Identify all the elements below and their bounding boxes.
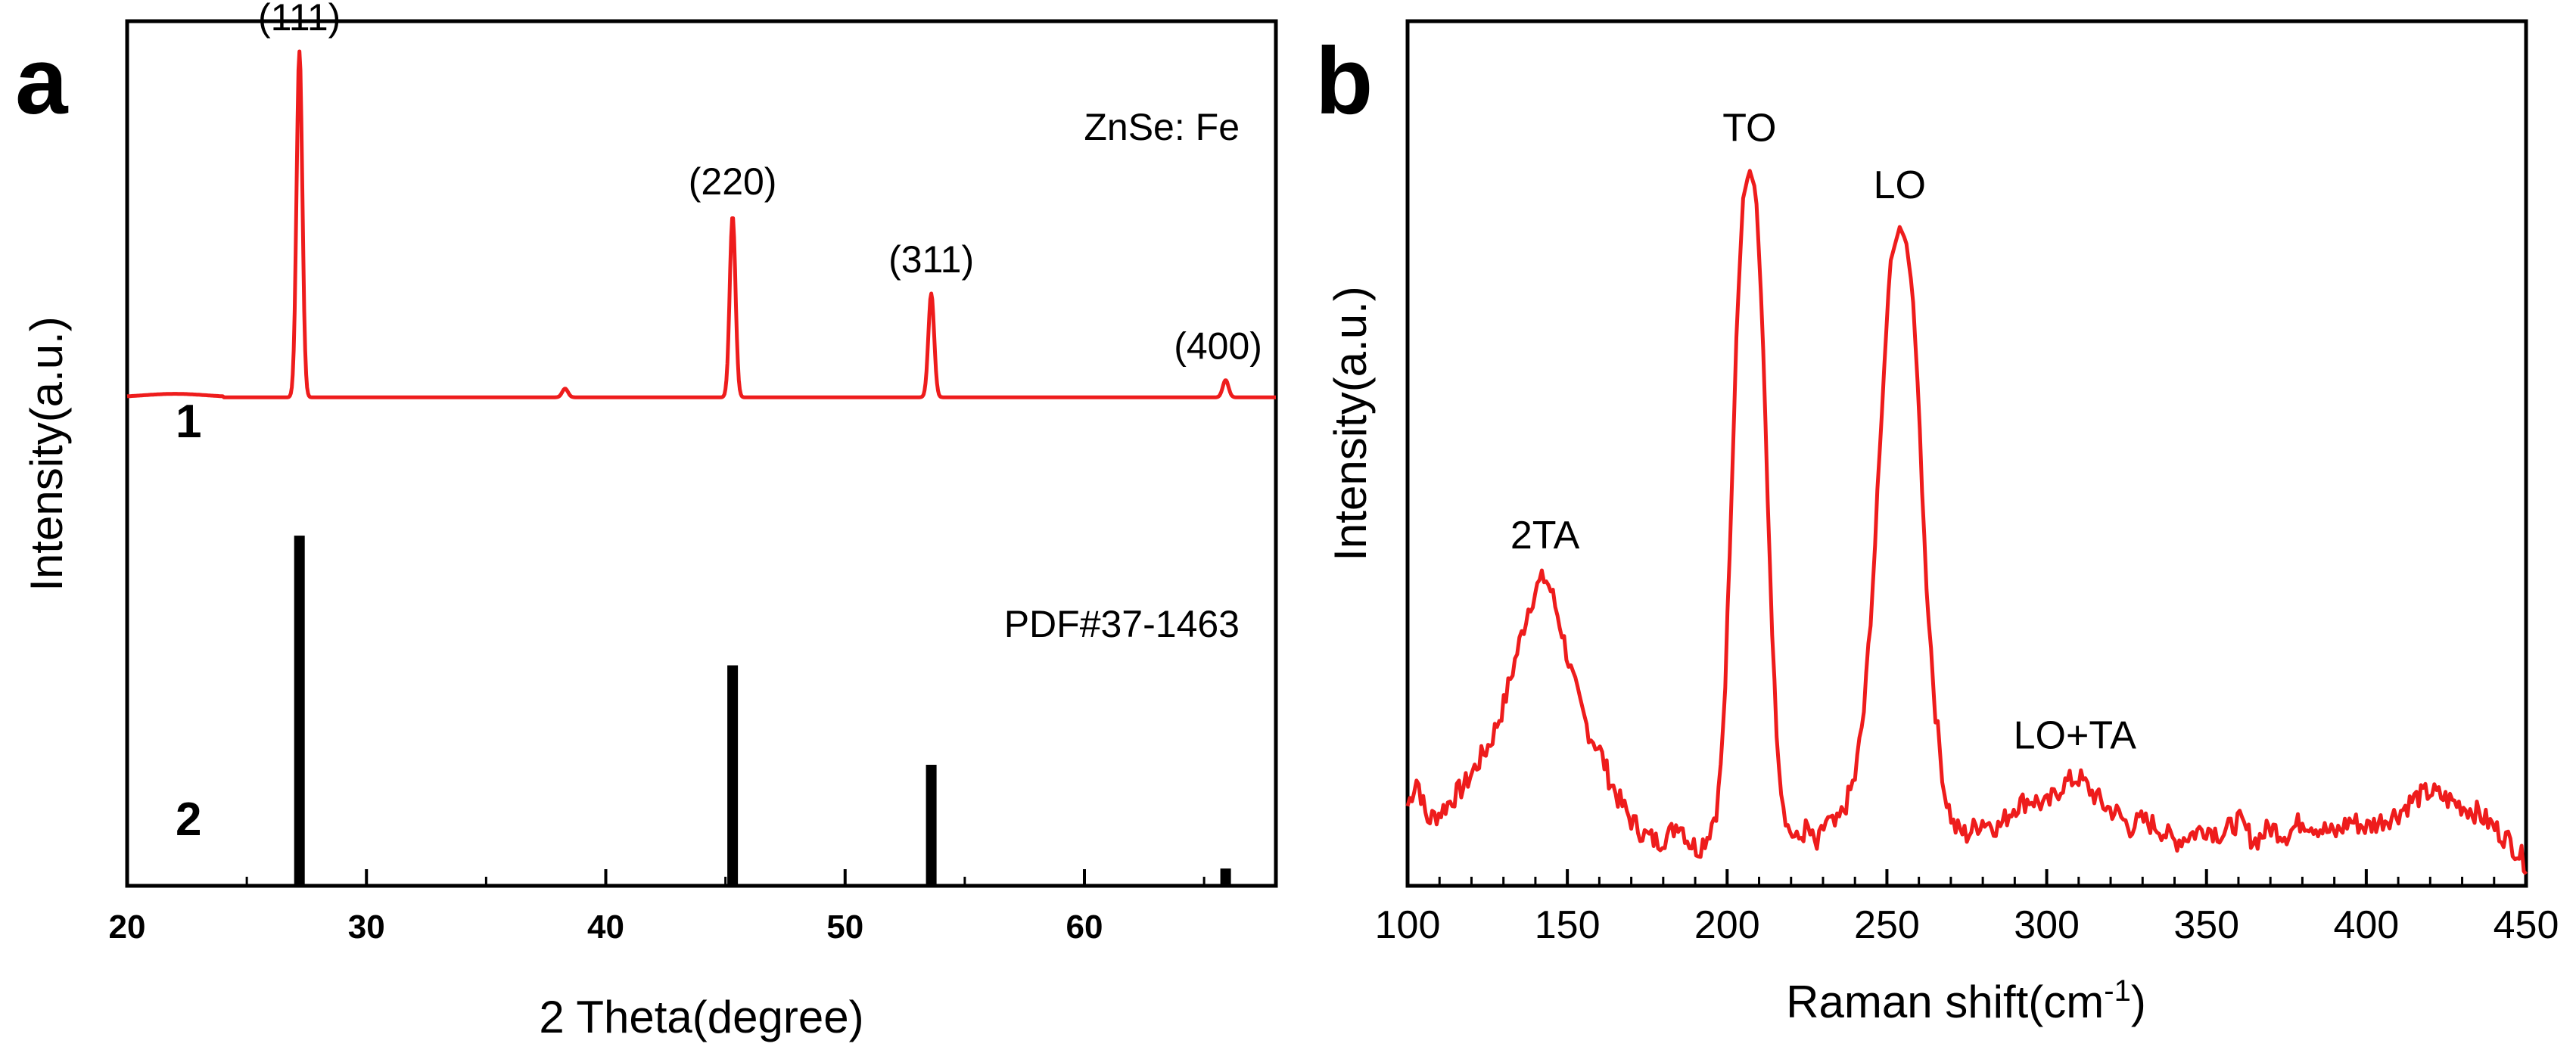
panel-b-x-tick-label: 250	[1854, 903, 1920, 947]
panel-a-series-name: ZnSe: Fe	[1084, 106, 1240, 148]
panel-a-x-tick-label: 50	[826, 909, 863, 946]
panel-a-trace-number-1: 1	[176, 396, 201, 448]
panel-b-x-tick-label: 400	[2333, 903, 2399, 947]
panel-a-x-tick-label: 20	[109, 909, 146, 946]
panel-a-xrd-series-line	[126, 49, 1277, 399]
panel-a-x-axis-title: 2 Theta(degree)	[539, 992, 863, 1042]
panel-b-x-axis-title-superscript: -1	[2104, 974, 2131, 1008]
panel-a-peak-label: (400)	[1174, 325, 1262, 367]
panel-b-peak-label: TO	[1722, 106, 1776, 150]
panel-b-raman-series-line	[1405, 169, 2528, 875]
panel-a-peak-label: (111)	[258, 0, 341, 39]
panel-a-reference-stick	[926, 764, 937, 886]
panel-a-reference-stick	[1220, 868, 1231, 886]
panel-b-peak-label: LO+TA	[2014, 714, 2137, 758]
panel-b-x-tick-label: 200	[1694, 903, 1760, 947]
panel-b-label: b	[1315, 29, 1373, 134]
panel-a-peak-label: (311)	[888, 238, 974, 281]
panel-b-y-axis-title: Intensity(a.u.)	[1325, 286, 1376, 561]
panel-a-trace-number-2: 2	[176, 794, 201, 846]
panel-b-plot-frame	[1405, 19, 2528, 888]
panel-a-xrd-chart: a 20 30 40 50 60 (111) (220) (311) (400) ZnSe: F…	[15, 0, 1278, 1042]
panel-b-x-axis-title-suffix: )	[2131, 977, 2146, 1027]
panel-a-reference-name: PDF#37-1463	[1004, 603, 1240, 645]
panel-a-x-tick-label: 60	[1066, 909, 1103, 946]
panel-b-raman-chart: b 100 150 200 250 300 350 400 450 2TATOLOLO+TA …	[1315, 19, 2559, 1027]
panel-a-y-axis-title: Intensity(a.u.)	[21, 316, 72, 592]
panel-b-x-tick-label: 100	[1375, 903, 1441, 947]
panel-b-x-tick-label: 150	[1535, 903, 1601, 947]
panel-a-x-tick-label: 30	[348, 909, 385, 946]
panel-a-plot-frame	[125, 19, 1278, 888]
panel-a-reference-stick	[294, 536, 305, 886]
panel-b-x-axis-title-main: Raman shift(cm	[1786, 977, 2104, 1027]
panel-b-peak-label: 2TA	[1510, 514, 1580, 558]
panel-b-x-tick-label: 300	[2014, 903, 2080, 947]
panel-b-x-axis-title: Raman shift(cm-1)	[1786, 974, 2146, 1027]
panel-a-label: a	[15, 29, 69, 134]
panel-a-peak-label: (220)	[689, 160, 777, 203]
panel-b-x-tick-label: 350	[2173, 903, 2239, 947]
panel-a-reference-stick	[727, 665, 739, 886]
panel-b-peak-label: LO	[1874, 163, 1926, 207]
panel-a-x-tick-label: 40	[587, 909, 624, 946]
panel-b-x-tick-label: 450	[2494, 903, 2559, 947]
